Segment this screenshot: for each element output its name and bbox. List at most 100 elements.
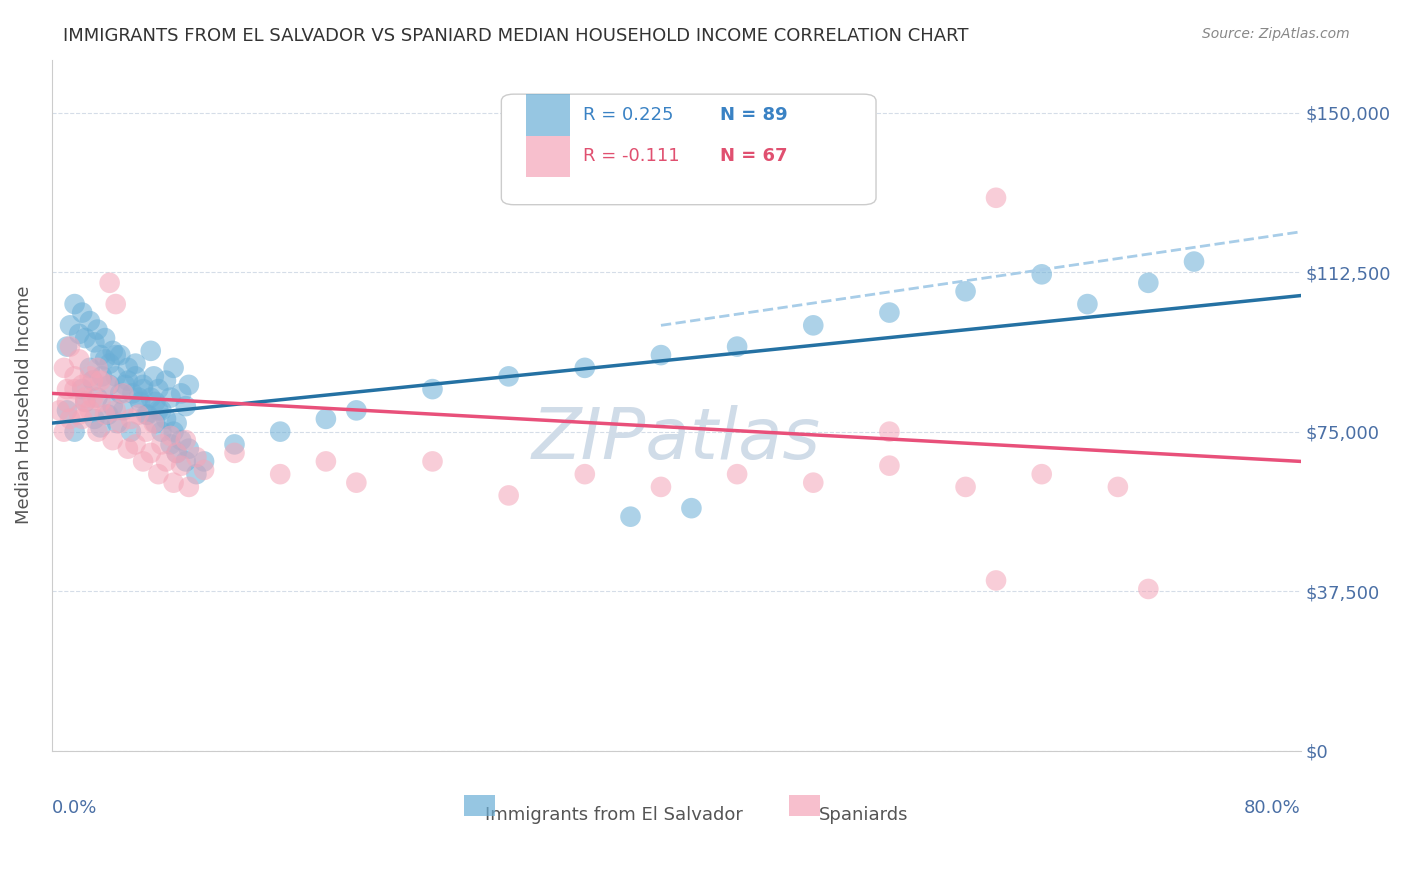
Point [174, 433, 197, 447]
Point [67, 326, 90, 341]
Text: 80.0%: 80.0% [1244, 799, 1301, 817]
Point [174, 454, 197, 468]
Point [98, 276, 121, 290]
Bar [464, 796, 495, 816]
Point [114, 377, 136, 392]
Point [63, 425, 86, 439]
Point [498, 488, 520, 502]
Point [97, 377, 120, 392]
Point [56, 382, 79, 396]
Point [879, 425, 901, 439]
Point [121, 386, 143, 401]
Point [59, 412, 82, 426]
Point [498, 369, 520, 384]
Point [128, 391, 150, 405]
Point [97, 408, 120, 422]
Text: IMMIGRANTS FROM EL SALVADOR VS SPANIARD MEDIAN HOUSEHOLD INCOME CORRELATION CHAR: IMMIGRANTS FROM EL SALVADOR VS SPANIARD … [63, 27, 969, 45]
Point [186, 450, 208, 465]
Point [89, 348, 111, 362]
Point [94, 331, 117, 345]
Point [574, 360, 596, 375]
Text: N = 67: N = 67 [720, 147, 787, 165]
Point [955, 285, 977, 299]
Point [155, 412, 177, 426]
Point [70, 412, 93, 426]
Point [139, 391, 162, 405]
Point [67, 352, 90, 367]
Point [70, 382, 93, 396]
Point [110, 386, 132, 401]
Point [162, 425, 184, 439]
Point [725, 340, 748, 354]
Point [117, 360, 139, 375]
Point [132, 382, 155, 396]
Point [83, 335, 105, 350]
Point [105, 416, 128, 430]
Point [269, 467, 291, 482]
Point [422, 382, 444, 396]
Point [193, 454, 215, 468]
Point [112, 403, 135, 417]
Point [63, 382, 86, 396]
Point [315, 454, 337, 468]
Point [89, 420, 111, 434]
Point [139, 446, 162, 460]
Point [142, 369, 165, 384]
Point [101, 399, 124, 413]
Point [150, 425, 173, 439]
Point [110, 348, 132, 362]
Point [79, 369, 101, 384]
Point [124, 437, 146, 451]
Point [104, 348, 127, 362]
Point [82, 374, 104, 388]
Point [63, 369, 86, 384]
Y-axis label: Median Household Income: Median Household Income [15, 285, 32, 524]
Point [135, 408, 157, 422]
Point [67, 408, 90, 422]
Point [143, 416, 166, 430]
Point [75, 391, 97, 405]
Point [650, 480, 672, 494]
Point [142, 416, 165, 430]
Point [48, 403, 70, 417]
Text: Source: ZipAtlas.com: Source: ZipAtlas.com [1202, 27, 1350, 41]
Text: 0.0%: 0.0% [52, 799, 97, 817]
Point [70, 377, 93, 392]
Point [955, 480, 977, 494]
Point [159, 391, 181, 405]
Text: N = 89: N = 89 [720, 106, 787, 124]
Point [117, 374, 139, 388]
Point [1137, 276, 1160, 290]
Point [162, 475, 184, 490]
Point [1182, 254, 1205, 268]
Point [170, 433, 193, 447]
Point [1031, 268, 1053, 282]
Point [1076, 297, 1098, 311]
Point [79, 360, 101, 375]
Point [574, 467, 596, 482]
Point [155, 454, 177, 468]
Point [177, 377, 200, 392]
Point [143, 395, 166, 409]
Bar [789, 796, 820, 816]
Point [159, 429, 181, 443]
Point [101, 433, 124, 447]
Point [224, 446, 246, 460]
Point [112, 386, 135, 401]
Point [148, 382, 170, 396]
Point [124, 357, 146, 371]
Point [86, 323, 108, 337]
Point [56, 395, 79, 409]
Point [79, 314, 101, 328]
Point [177, 442, 200, 456]
Point [59, 340, 82, 354]
Point [82, 391, 104, 405]
Point [132, 454, 155, 468]
Point [75, 395, 97, 409]
Point [104, 297, 127, 311]
Point [170, 458, 193, 473]
Point [681, 140, 703, 154]
Point [725, 467, 748, 482]
Point [94, 408, 117, 422]
Point [801, 475, 824, 490]
